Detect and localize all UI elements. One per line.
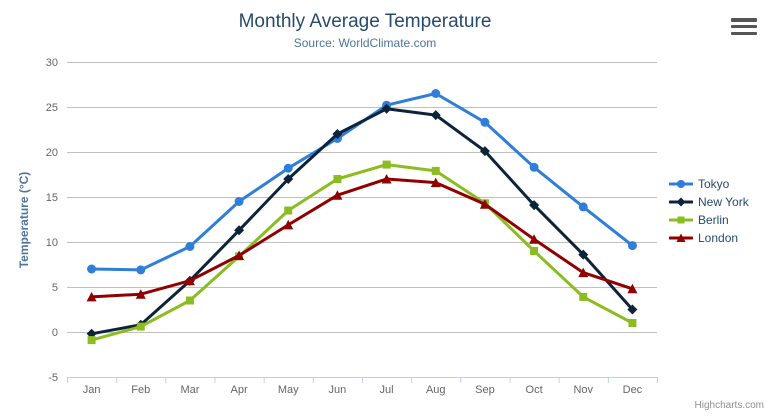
legend-item-tokyo[interactable]: Tokyo: [669, 177, 749, 191]
triangle-marker-icon: [479, 199, 490, 209]
hamburger-icon: [731, 18, 757, 22]
square-marker-icon: [284, 206, 293, 215]
triangle-marker-icon: [430, 177, 441, 188]
circle-marker-icon: [283, 163, 293, 173]
square-marker-icon: [136, 322, 145, 331]
x-axis-tick-label: Jul: [380, 384, 394, 396]
legend-marker-circle-icon: [669, 180, 693, 188]
diamond-marker-icon: [627, 304, 638, 315]
circle-marker-icon: [87, 264, 97, 274]
series-london[interactable]: [86, 174, 638, 302]
square-marker-icon: [579, 292, 588, 301]
square-marker-icon: [333, 175, 342, 183]
legend: Tokyo New York Berlin London: [669, 177, 749, 249]
y-axis-labels: -5 0 5 10 15 20 25 30: [46, 57, 58, 384]
gridlines: [67, 62, 657, 378]
triangle-marker-icon: [234, 250, 245, 260]
circle-marker-icon: [234, 197, 244, 206]
legend-label: New York: [698, 195, 749, 209]
y-axis-tick-label: 25: [46, 102, 58, 114]
hamburger-icon: [731, 31, 757, 35]
x-axis-labels: Jan Feb Mar Apr May Jun Jul Aug Sep Oct Nov Dec: [83, 384, 643, 396]
x-axis-tick-label: Apr: [231, 384, 248, 396]
y-axis-tick-label: 20: [46, 147, 58, 159]
diamond-marker-icon: [479, 146, 490, 157]
circle-marker-icon: [578, 202, 588, 212]
legend-marker-triangle-icon: [669, 233, 693, 242]
diamond-marker-icon: [430, 110, 441, 121]
diamond-marker-icon: [234, 225, 245, 236]
triangle-marker-icon: [184, 275, 195, 286]
context-menu-button[interactable]: [731, 18, 757, 35]
y-axis-tick-label: 30: [46, 57, 58, 69]
y-axis-tick-label: 0: [52, 327, 58, 339]
legend-marker-diamond-icon: [669, 197, 693, 207]
legend-label: Tokyo: [698, 177, 730, 191]
square-marker-icon: [185, 296, 194, 305]
legend-label: London: [698, 231, 739, 245]
x-axis-tick-label: Nov: [573, 384, 593, 396]
hamburger-icon: [731, 24, 757, 29]
legend-item-new-york[interactable]: New York: [669, 195, 749, 209]
circle-marker-icon: [136, 265, 146, 275]
diamond-marker-icon: [332, 129, 343, 139]
x-axis-tick-label: Jan: [83, 384, 101, 396]
square-marker-icon: [431, 166, 440, 175]
chart-subtitle: Source: WorldClimate.com: [293, 36, 437, 50]
y-axis-tick-label: -5: [48, 372, 58, 384]
credits-link[interactable]: Highcharts.com: [694, 400, 764, 411]
x-axis: [67, 377, 658, 383]
triangle-marker-icon: [332, 190, 343, 200]
square-marker-icon: [382, 160, 391, 169]
triangle-marker-icon: [676, 233, 686, 242]
legend-marker-square-icon: [669, 216, 693, 224]
series-line-london[interactable]: [90, 177, 634, 299]
series-line-new-york[interactable]: [90, 107, 634, 336]
diamond-marker-icon: [578, 249, 589, 260]
series-line-berlin[interactable]: [90, 163, 634, 342]
triangle-marker-icon: [578, 267, 589, 278]
x-axis-tick-label: May: [278, 384, 299, 396]
circle-marker-icon: [627, 241, 637, 251]
triangle-marker-icon: [86, 291, 97, 302]
square-marker-icon: [530, 247, 539, 255]
circle-marker-icon: [431, 89, 441, 98]
circle-marker-icon: [677, 180, 685, 188]
square-marker-icon: [677, 216, 685, 224]
y-axis-tick-label: 5: [52, 282, 58, 294]
y-axis-tick-label: 10: [46, 237, 58, 249]
triangle-marker-icon: [529, 234, 540, 244]
x-axis-tick-label: Jun: [329, 384, 347, 396]
x-axis-tick-label: Dec: [623, 384, 643, 396]
triangle-marker-icon: [627, 283, 638, 294]
diamond-marker-icon: [283, 174, 294, 184]
chart-title: Monthly Average Temperature: [238, 11, 492, 32]
diamond-marker-icon: [529, 200, 540, 211]
triangle-marker-icon: [381, 174, 392, 184]
circle-marker-icon: [480, 117, 490, 127]
series-tokyo[interactable]: [87, 89, 637, 275]
triangle-marker-icon: [135, 289, 146, 299]
square-marker-icon: [87, 336, 96, 345]
x-axis-tick-label: Mar: [180, 384, 199, 396]
x-axis-tick-label: Aug: [426, 384, 446, 396]
x-axis-tick-label: Feb: [131, 384, 150, 396]
triangle-marker-icon: [283, 219, 294, 230]
circle-marker-icon: [185, 242, 195, 251]
legend-label: Berlin: [698, 213, 729, 227]
circle-marker-icon: [529, 162, 539, 172]
square-marker-icon: [628, 319, 637, 327]
legend-item-berlin[interactable]: Berlin: [669, 213, 749, 227]
x-axis-tick-label: Oct: [526, 384, 543, 396]
x-axis-tick-label: Sep: [475, 384, 495, 396]
diamond-marker-icon: [676, 197, 686, 207]
legend-item-london[interactable]: London: [669, 231, 749, 245]
series-new-york[interactable]: [86, 103, 638, 339]
diamond-marker-icon: [381, 103, 392, 114]
y-axis-tick-label: 15: [46, 192, 58, 204]
